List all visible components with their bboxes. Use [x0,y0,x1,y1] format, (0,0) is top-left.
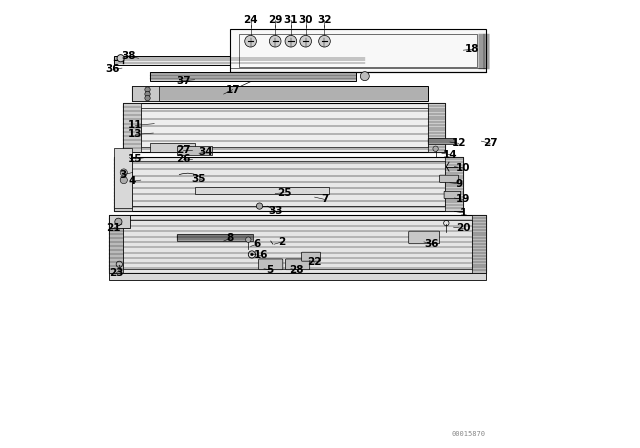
Circle shape [145,95,150,101]
Text: 27: 27 [176,145,191,155]
Polygon shape [150,72,356,81]
Text: 32: 32 [317,15,332,25]
Text: 25: 25 [277,188,291,198]
Text: 37: 37 [176,76,191,86]
Text: 15: 15 [128,154,143,164]
FancyBboxPatch shape [444,191,461,198]
Polygon shape [114,157,463,211]
Text: 23: 23 [109,268,124,278]
Text: 4: 4 [128,177,136,186]
Polygon shape [109,215,123,273]
Polygon shape [445,157,463,211]
Polygon shape [123,103,141,152]
Text: 7: 7 [321,194,328,204]
Circle shape [285,35,297,47]
Text: 00015870: 00015870 [452,431,486,437]
Text: 22: 22 [307,257,322,267]
Text: 30: 30 [298,15,313,25]
Polygon shape [428,138,454,144]
Text: 3: 3 [119,170,127,180]
Text: 6: 6 [253,239,261,249]
Text: 12: 12 [452,138,466,148]
Text: 29: 29 [268,15,282,25]
Text: 13: 13 [128,129,143,139]
Polygon shape [132,86,428,101]
Polygon shape [150,143,195,152]
Polygon shape [195,187,329,194]
Text: 24: 24 [243,15,258,25]
Text: 5: 5 [266,265,273,275]
FancyBboxPatch shape [285,259,310,270]
Text: 18: 18 [465,44,479,54]
Circle shape [145,91,150,97]
Text: 38: 38 [121,51,136,61]
Polygon shape [230,29,486,72]
Circle shape [269,35,281,47]
Text: 2: 2 [278,237,285,247]
Text: 11: 11 [128,121,143,130]
FancyBboxPatch shape [440,175,458,182]
Circle shape [300,35,312,47]
Text: 10: 10 [456,163,470,173]
Text: 31: 31 [284,15,298,25]
Polygon shape [114,157,132,211]
Text: 33: 33 [268,206,282,215]
Text: 36: 36 [425,239,439,249]
Circle shape [120,169,127,176]
FancyBboxPatch shape [301,252,321,261]
Text: 26: 26 [176,154,191,164]
Polygon shape [177,234,253,241]
Circle shape [257,203,262,209]
Circle shape [360,72,369,81]
Text: 28: 28 [289,265,304,275]
Circle shape [319,35,330,47]
Text: 1: 1 [460,208,467,218]
Circle shape [246,237,251,242]
Text: 8: 8 [227,233,234,243]
Polygon shape [428,103,445,152]
Circle shape [145,87,150,92]
Polygon shape [114,56,365,65]
Text: 20: 20 [456,224,470,233]
Polygon shape [177,146,212,155]
Polygon shape [472,215,486,273]
FancyBboxPatch shape [259,259,283,270]
FancyBboxPatch shape [409,231,440,244]
Circle shape [433,146,438,151]
Circle shape [250,253,253,256]
Circle shape [244,35,257,47]
Polygon shape [109,215,130,228]
Text: 35: 35 [192,174,206,184]
Text: 34: 34 [198,147,213,157]
Text: 21: 21 [106,224,120,233]
Circle shape [117,55,124,62]
Text: 36: 36 [106,65,120,74]
Text: 9: 9 [455,179,463,189]
Polygon shape [123,103,445,152]
Polygon shape [114,148,132,208]
Circle shape [120,177,127,184]
Polygon shape [109,215,486,273]
Text: 14: 14 [443,150,457,159]
Text: 16: 16 [253,250,268,260]
Polygon shape [109,273,486,280]
Circle shape [115,218,122,225]
Text: 27: 27 [483,138,497,148]
Text: 19: 19 [456,194,470,204]
Polygon shape [132,86,159,101]
Text: 17: 17 [225,85,240,95]
